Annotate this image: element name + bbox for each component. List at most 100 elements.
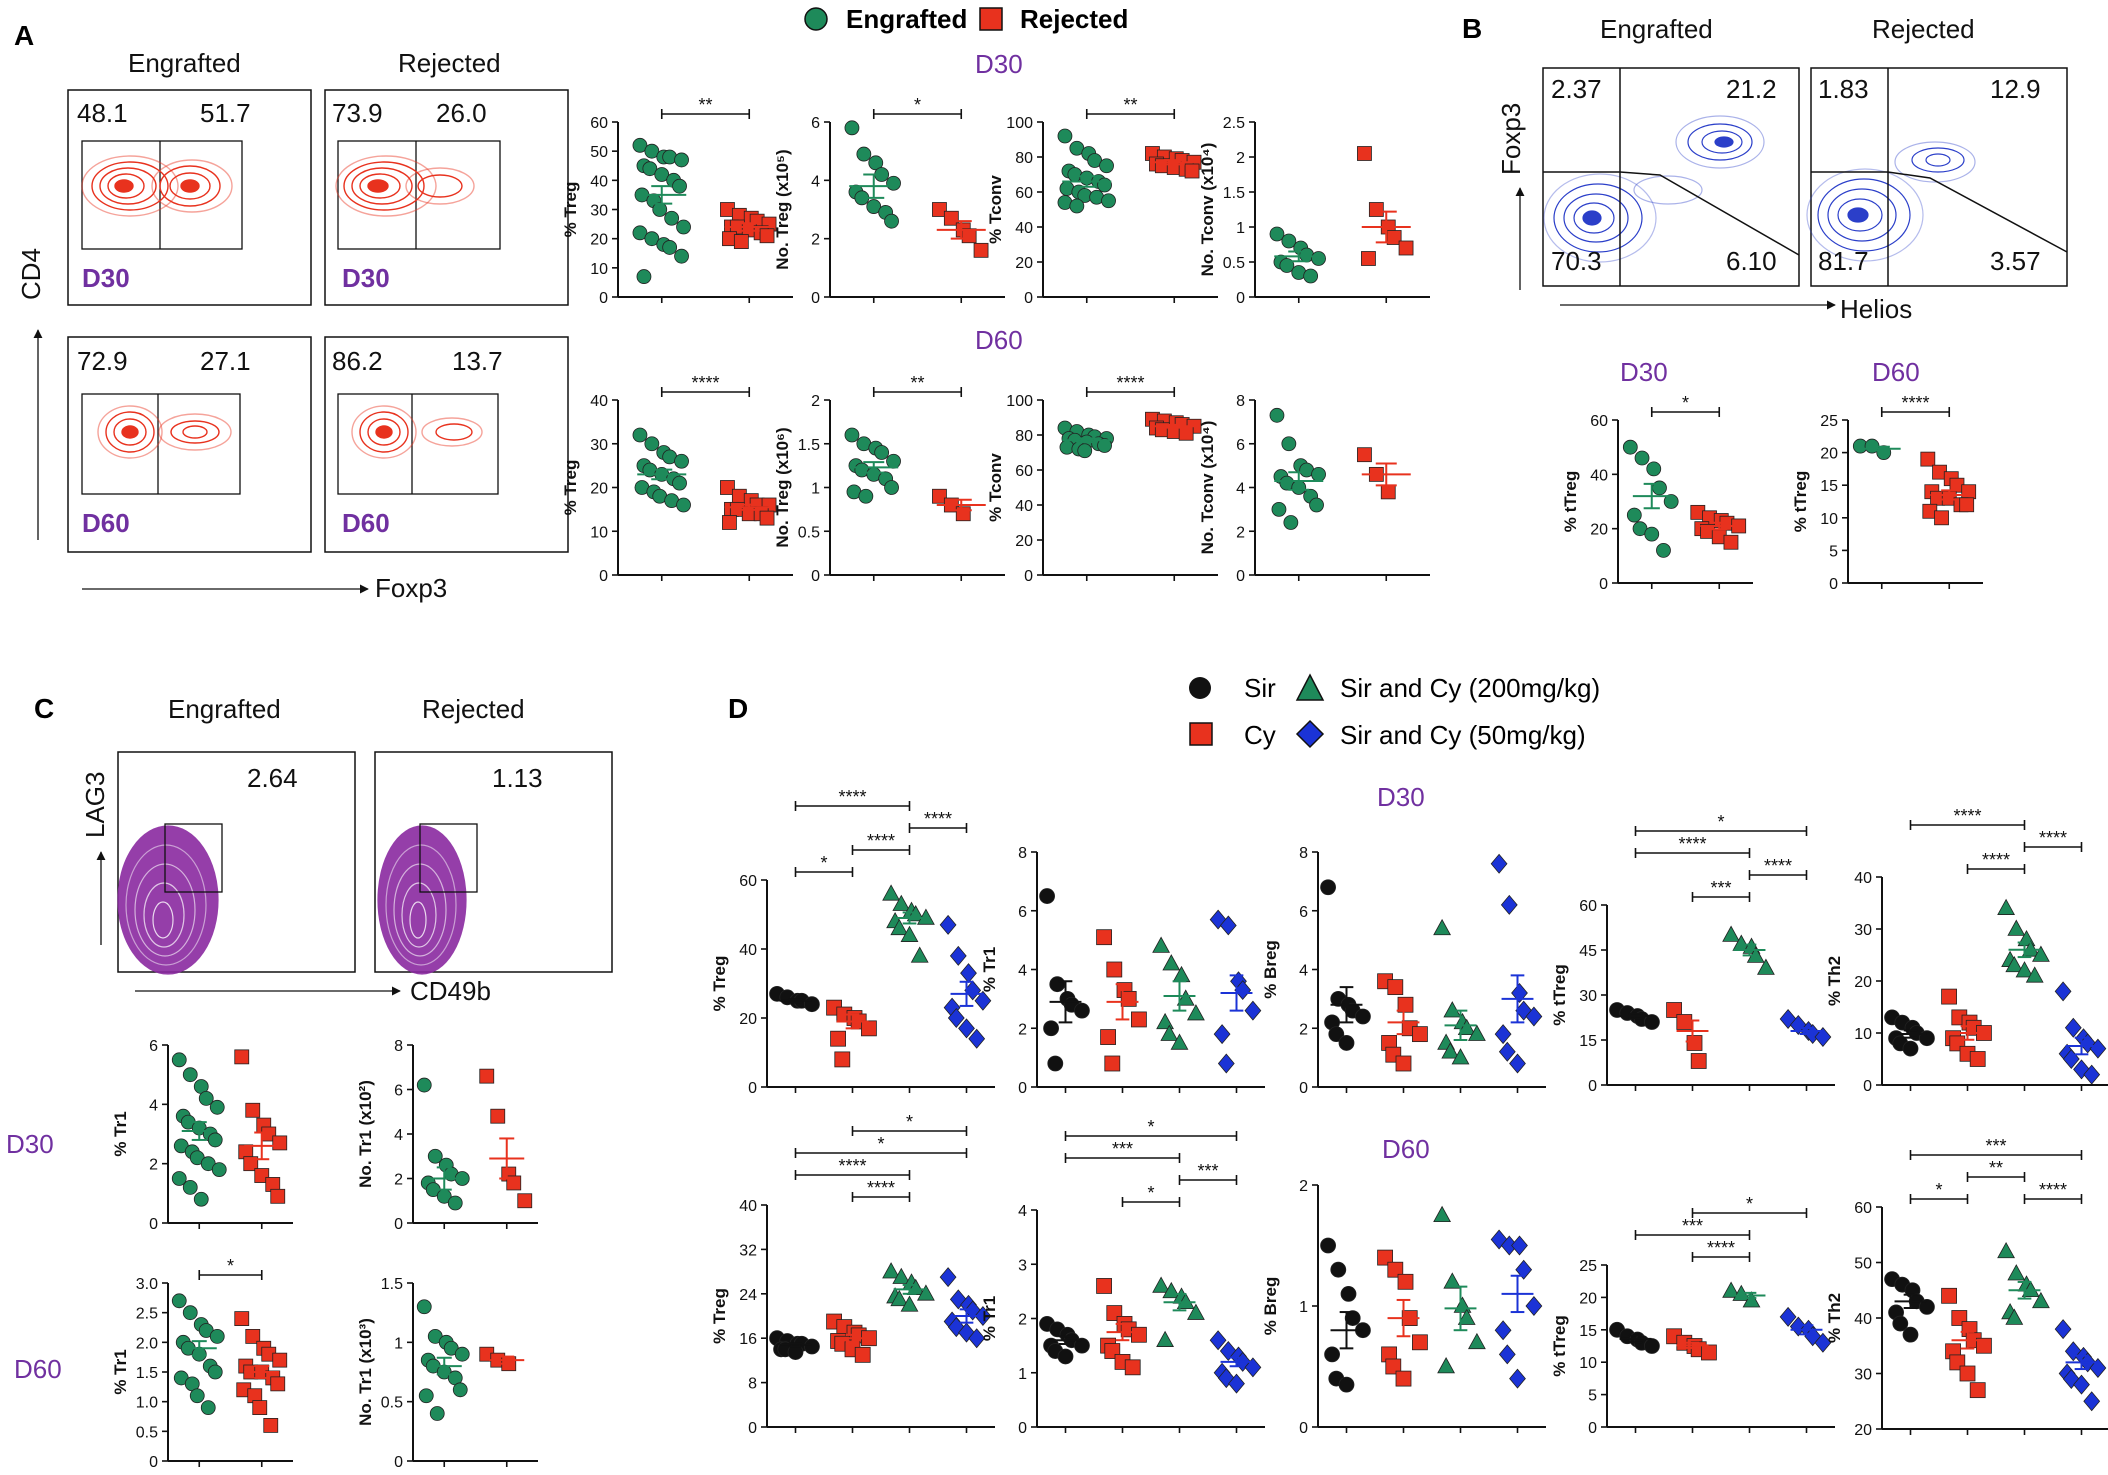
data-point bbox=[254, 1168, 270, 1183]
y-tick-label: 20 bbox=[1820, 446, 1838, 463]
data-point bbox=[2083, 1064, 2101, 1085]
data-point bbox=[1494, 1320, 1512, 1341]
data-point bbox=[2073, 1374, 2090, 1395]
flow-b-plot2-tr: 12.9 bbox=[1990, 74, 2041, 104]
data-point bbox=[844, 427, 860, 443]
y-axis-label: % tTreg bbox=[1791, 471, 1810, 532]
data-point bbox=[1330, 1261, 1347, 1278]
flow-b-plot2-gate-h bbox=[1811, 171, 2068, 253]
data-point bbox=[672, 178, 687, 194]
series-engrafted bbox=[1057, 420, 1114, 459]
series-sir bbox=[1884, 1009, 1935, 1057]
flow-c-col2-title: Rejected bbox=[422, 694, 525, 724]
data-point bbox=[1271, 501, 1287, 517]
data-point bbox=[1443, 1272, 1462, 1289]
y-tick-label: 30 bbox=[590, 203, 608, 220]
data-point bbox=[207, 1364, 223, 1380]
y-tick-label: 0 bbox=[149, 1216, 158, 1233]
panel-label-c: C bbox=[34, 693, 54, 724]
data-point bbox=[272, 1352, 288, 1368]
data-point bbox=[447, 1195, 463, 1211]
series-cy bbox=[826, 999, 877, 1068]
data-point bbox=[1644, 1338, 1660, 1354]
series-cy bbox=[1666, 1002, 1709, 1069]
y-tick-label: 40 bbox=[590, 393, 608, 410]
y-tick-label: 2.5 bbox=[136, 1306, 158, 1323]
data-point bbox=[427, 1148, 443, 1164]
data-point bbox=[834, 1051, 851, 1068]
significance-label: * bbox=[1682, 393, 1689, 413]
data-point bbox=[1303, 268, 1319, 284]
flow-b-plot1-tr: 21.2 bbox=[1726, 74, 1777, 104]
series-rejected bbox=[234, 1311, 288, 1433]
data-point bbox=[1096, 1278, 1112, 1294]
data-point bbox=[1162, 954, 1181, 971]
data-point bbox=[733, 234, 749, 249]
series-sir-and-cy-200mg-kg- bbox=[882, 884, 935, 963]
y-tick-label: 2 bbox=[811, 393, 820, 410]
series-sir-and-cy-50mg-kg- bbox=[1490, 853, 1543, 1074]
legend-sir-cy200-marker bbox=[1295, 673, 1325, 701]
data-point bbox=[490, 1108, 506, 1124]
data-point bbox=[1328, 1026, 1345, 1043]
data-point bbox=[632, 427, 648, 443]
data-point bbox=[1511, 1235, 1528, 1256]
data-point bbox=[1338, 1035, 1355, 1051]
y-tick-label: 50 bbox=[1854, 1256, 1872, 1273]
y-tick-label: 20 bbox=[1579, 1290, 1597, 1307]
significance-bracket: **** bbox=[1634, 834, 1751, 858]
flow-c-plot1-gate bbox=[164, 823, 223, 893]
y-tick-label: 40 bbox=[739, 942, 757, 959]
y-tick-label: 10 bbox=[590, 524, 608, 541]
data-point bbox=[644, 436, 660, 452]
y-tick-label: 0 bbox=[1299, 1080, 1308, 1097]
data-point bbox=[759, 228, 775, 244]
chart-c-d60-notr1: 0 0.5 1 1.5 No. Tr1 (x10³) bbox=[356, 1276, 538, 1471]
flow-a-plot3-left: 72.9 bbox=[77, 346, 128, 376]
y-tick-label: 25 bbox=[1820, 413, 1838, 430]
flow-b-plot1-bl: 70.3 bbox=[1551, 246, 1602, 276]
y-tick-label: 10 bbox=[1579, 1355, 1597, 1372]
y-tick-label: 45 bbox=[1579, 943, 1597, 960]
data-point bbox=[2083, 1391, 2101, 1412]
data-point bbox=[1433, 918, 1452, 936]
flow-a-plot3-contour bbox=[97, 405, 232, 459]
legend-rejected-label: Rejected bbox=[1020, 4, 1128, 34]
chart-a-d60-tconv: 0 20 40 60 80 100 % Tconv **** bbox=[986, 373, 1218, 585]
y-tick-label: 2 bbox=[1018, 1021, 1027, 1038]
significance-label: ** bbox=[698, 95, 712, 115]
data-point bbox=[2007, 919, 2026, 936]
y-axis-label: % Treg bbox=[561, 460, 580, 516]
flow-a-plot1-contour bbox=[81, 155, 233, 217]
data-point bbox=[1789, 1316, 1807, 1337]
significance-label: **** bbox=[1953, 806, 1981, 826]
data-point bbox=[664, 210, 680, 226]
series-cy bbox=[826, 1313, 877, 1363]
significance-label: *** bbox=[1985, 1136, 2006, 1156]
data-point bbox=[866, 199, 882, 214]
y-tick-label: 30 bbox=[1854, 1367, 1872, 1384]
flow-a-plot4-right: 13.7 bbox=[452, 346, 503, 376]
y-tick-label: 4 bbox=[1236, 481, 1245, 498]
data-point bbox=[1646, 461, 1662, 477]
day-label-c-d30: D30 bbox=[6, 1129, 54, 1159]
flow-b-xlabel: Helios bbox=[1840, 294, 1912, 324]
y-tick-label: 20 bbox=[1015, 533, 1033, 550]
series-sir-and-cy-200mg-kg- bbox=[1152, 936, 1205, 1050]
chart-a-d30-tconv: 0 20 40 60 80 100 % Tconv ** bbox=[986, 95, 1218, 307]
y-axis-label: No. Tr1 (x10³) bbox=[356, 1318, 375, 1426]
data-point bbox=[1789, 1015, 1807, 1036]
series-rejected bbox=[932, 488, 986, 522]
data-point bbox=[1219, 915, 1237, 936]
significance-bracket: * bbox=[794, 853, 854, 877]
significance-label: **** bbox=[867, 831, 895, 851]
day-label-a-d60: D60 bbox=[975, 325, 1023, 355]
series-sir-and-cy-50mg-kg- bbox=[1779, 1009, 1832, 1048]
data-point bbox=[182, 1067, 198, 1083]
data-point bbox=[636, 269, 652, 284]
y-axis-label: No. Treg (x10⁵) bbox=[773, 149, 792, 269]
flow-a-plot4-contour bbox=[351, 405, 483, 459]
y-tick-label: 2 bbox=[1236, 150, 1245, 167]
data-point bbox=[171, 1052, 187, 1068]
